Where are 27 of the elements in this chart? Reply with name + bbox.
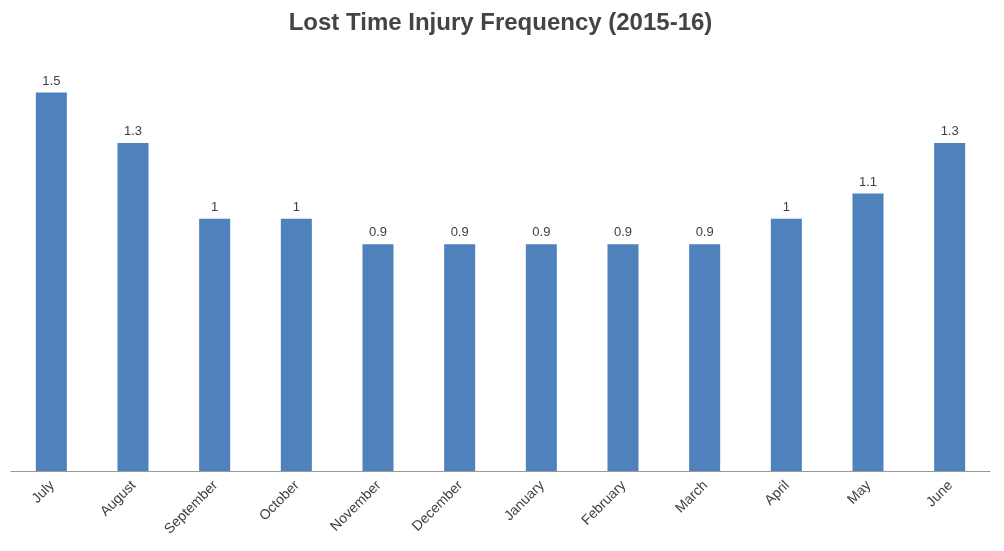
bar [525, 244, 557, 472]
data-label: 1 [782, 198, 790, 214]
bar [444, 244, 476, 472]
x-tick-label: May [843, 476, 874, 507]
data-label: 1.3 [940, 123, 959, 139]
bar [934, 143, 966, 472]
data-label: 0.9 [695, 224, 714, 240]
data-label: 1 [211, 198, 219, 214]
bar [117, 143, 149, 472]
data-label: 0.9 [613, 224, 633, 240]
bar [280, 218, 312, 472]
bar [770, 218, 802, 472]
bar [607, 244, 639, 472]
data-label: 0.9 [532, 224, 551, 240]
data-label: 0.9 [450, 224, 469, 240]
x-tick-label: July [28, 476, 57, 506]
bar [199, 218, 231, 472]
data-label: 1 [292, 198, 300, 214]
bar [35, 92, 67, 472]
data-label: 0.9 [368, 224, 388, 240]
data-label: 1.1 [858, 173, 878, 189]
bar [852, 193, 884, 472]
chart-title: Lost Time Injury Frequency (2015-16) [288, 7, 713, 35]
bar [689, 244, 721, 472]
data-label: 1.5 [42, 72, 61, 88]
data-label: 1.3 [123, 123, 143, 139]
bar [362, 244, 394, 472]
